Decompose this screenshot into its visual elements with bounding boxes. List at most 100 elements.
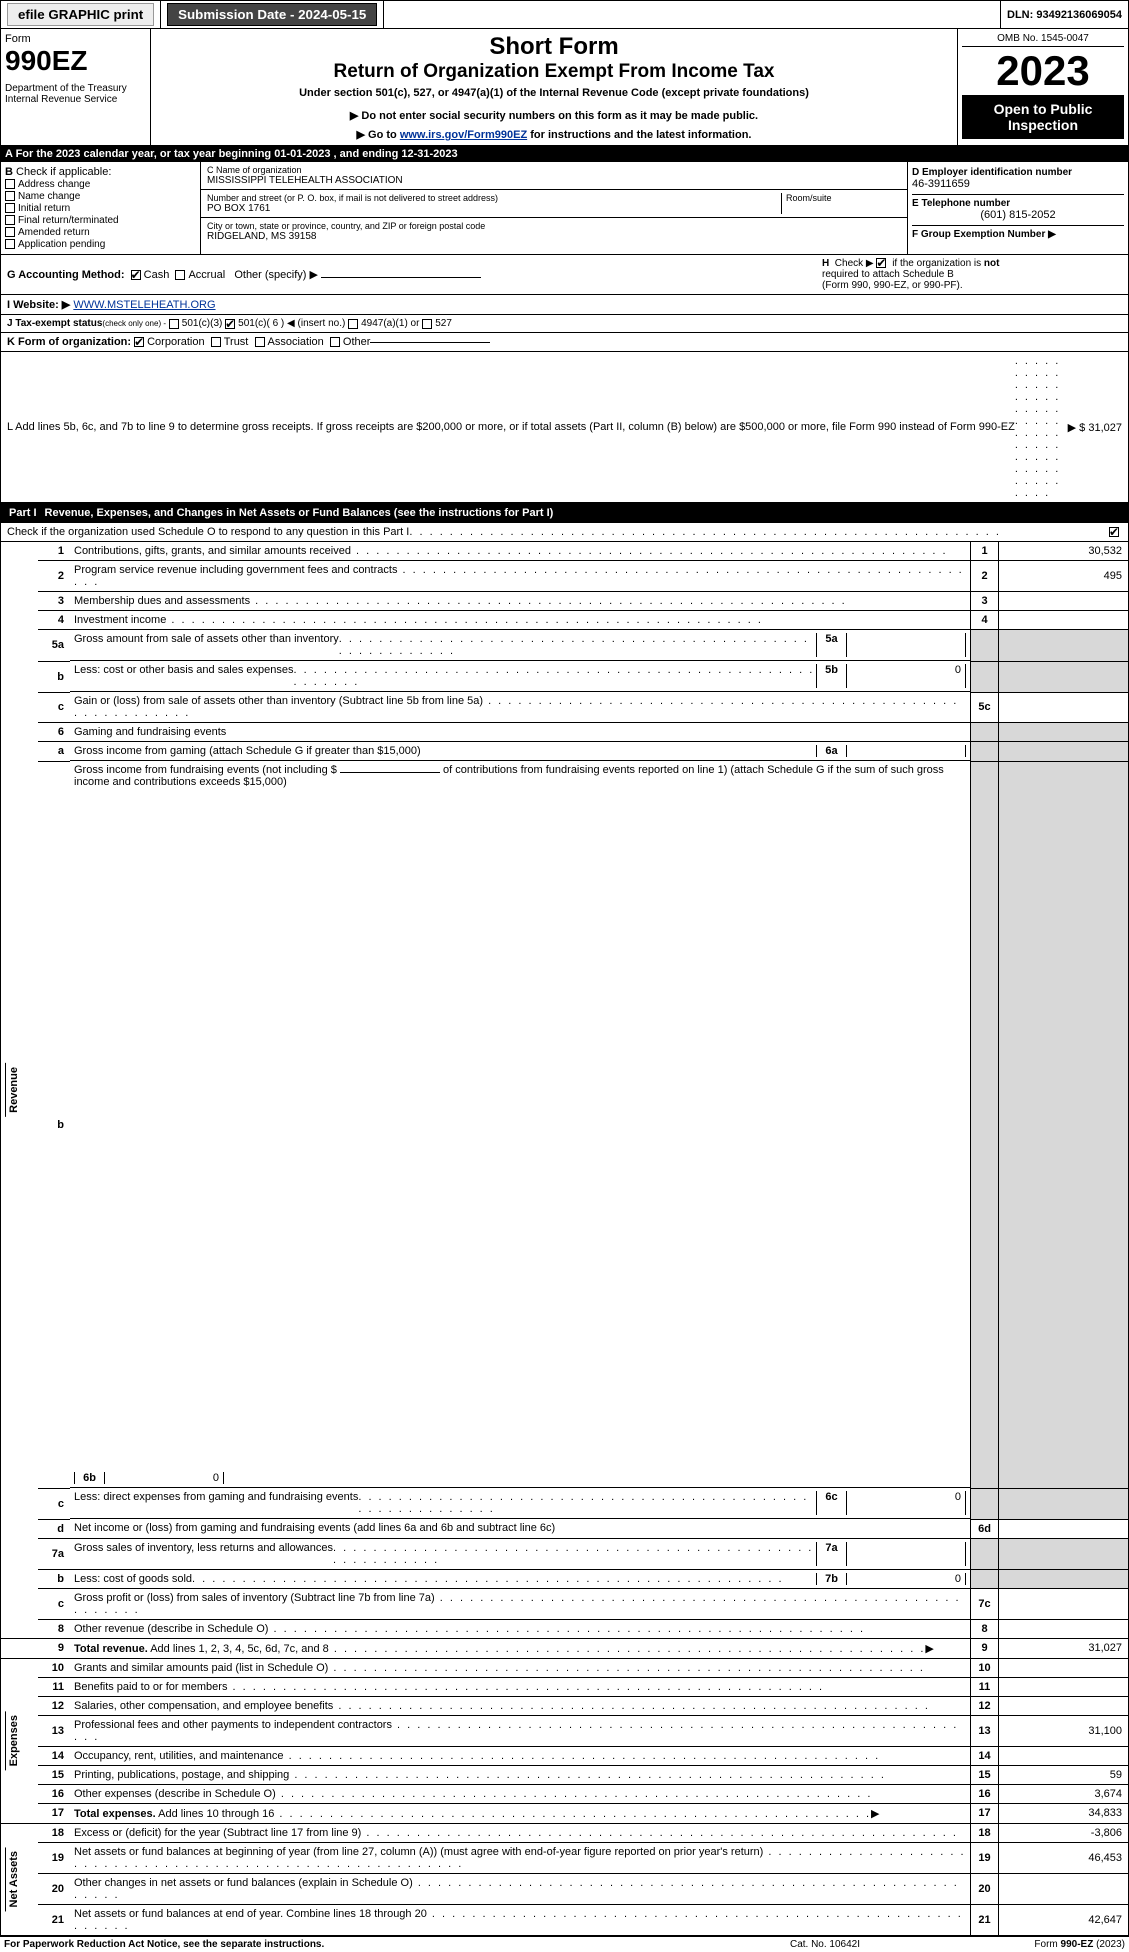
line-6a-inner-label: 6a xyxy=(816,745,846,757)
line-21-num: 21 xyxy=(38,1904,70,1935)
line-10-num: 10 xyxy=(38,1658,70,1677)
line-14-num: 14 xyxy=(38,1746,70,1765)
line-6d-label: 6d xyxy=(971,1519,999,1538)
line-13-value: 31,100 xyxy=(999,1715,1129,1746)
line-6d-value xyxy=(999,1519,1129,1538)
submission-date-button[interactable]: Submission Date - 2024-05-15 xyxy=(167,3,377,26)
accrual-label: Accrual xyxy=(188,269,225,281)
l-text: L Add lines 5b, 6c, and 7b to line 9 to … xyxy=(7,421,1015,433)
j-4947: 4947(a)(1) or xyxy=(361,318,419,329)
line-20-label: 20 xyxy=(971,1873,999,1904)
row-k: K Form of organization: Corporation Trus… xyxy=(0,333,1129,352)
line-3-text: Membership dues and assessments xyxy=(74,595,250,607)
line-17-text: Add lines 10 through 16 xyxy=(156,1808,275,1820)
line-8-text: Other revenue (describe in Schedule O) xyxy=(74,1623,268,1635)
line-16-value: 3,674 xyxy=(999,1784,1129,1803)
line-19-value: 46,453 xyxy=(999,1842,1129,1873)
chk-name-change[interactable] xyxy=(5,191,15,201)
chk-initial-return[interactable] xyxy=(5,203,15,213)
chk-application-pending[interactable] xyxy=(5,239,15,249)
website-link[interactable]: WWW.MSTELEHEATH.ORG xyxy=(73,299,215,311)
line-11-text: Benefits paid to or for members xyxy=(74,1681,227,1693)
city-label: City or town, state or province, country… xyxy=(207,221,901,231)
tax-year: 2023 xyxy=(962,47,1124,95)
footer-form-year: (2023) xyxy=(1096,1939,1125,1950)
line-18-value: -3,806 xyxy=(999,1823,1129,1842)
line-17-value: 34,833 xyxy=(999,1803,1129,1823)
chk-schedule-o[interactable] xyxy=(1109,527,1119,537)
goto-suffix: for instructions and the latest informat… xyxy=(530,129,751,141)
expenses-section-label: Expenses xyxy=(5,1711,22,1770)
under-section: Under section 501(c), 527, or 4947(a)(1)… xyxy=(155,87,953,99)
other-specify-label: Other (specify) ▶ xyxy=(234,269,318,281)
revenue-section-label: Revenue xyxy=(5,1063,22,1117)
line-1-text: Contributions, gifts, grants, and simila… xyxy=(74,545,351,557)
line-11-num: 11 xyxy=(38,1677,70,1696)
h-text3: required to attach Schedule B xyxy=(822,269,954,280)
chk-amended-return[interactable] xyxy=(5,227,15,237)
line-11-value xyxy=(999,1677,1129,1696)
form-header: Form 990EZ Department of the Treasury In… xyxy=(0,29,1129,146)
line-17-arrow: ▶ xyxy=(871,1808,879,1820)
line-18-label: 18 xyxy=(971,1823,999,1842)
j-527: 527 xyxy=(435,318,452,329)
efile-print-button[interactable]: efile GRAPHIC print xyxy=(7,3,154,26)
initial-return-label: Initial return xyxy=(18,203,70,214)
line-6c-inner-value: 0 xyxy=(846,1491,966,1515)
chk-cash[interactable] xyxy=(131,270,141,280)
part-i-check-row: Check if the organization used Schedule … xyxy=(0,523,1129,542)
line-6a-text: Gross income from gaming (attach Schedul… xyxy=(74,745,421,757)
line-5c-num: c xyxy=(38,692,70,723)
line-9-num: 9 xyxy=(38,1638,70,1658)
line-9-text-bold: Total revenue. xyxy=(74,1643,148,1655)
d-label: D Employer identification number xyxy=(912,167,1072,178)
line-17-label: 17 xyxy=(971,1803,999,1823)
line-7c-label: 7c xyxy=(971,1589,999,1620)
goto-prefix: ▶ Go to xyxy=(357,129,400,141)
dln-label: DLN: 93492136069054 xyxy=(1001,1,1128,28)
j-501c3: 501(c)(3) xyxy=(182,318,223,329)
line-8-num: 8 xyxy=(38,1619,70,1638)
chk-trust[interactable] xyxy=(211,337,221,347)
chk-501c[interactable] xyxy=(225,319,235,329)
f-label: F Group Exemption Number ▶ xyxy=(912,229,1056,240)
chk-4947[interactable] xyxy=(348,319,358,329)
line-6b-inner-value: 0 xyxy=(104,1472,224,1484)
line-6c-num: c xyxy=(38,1488,70,1519)
line-5b-inner-value: 0 xyxy=(846,664,966,688)
line-15-value: 59 xyxy=(999,1765,1129,1784)
application-pending-label: Application pending xyxy=(18,239,105,250)
line-6-num: 6 xyxy=(38,723,70,742)
line-7b-text: Less: cost of goods sold xyxy=(74,1573,192,1585)
line-9-value: 31,027 xyxy=(999,1638,1129,1658)
chk-address-change[interactable] xyxy=(5,179,15,189)
chk-corporation[interactable] xyxy=(134,337,144,347)
line-19-num: 19 xyxy=(38,1842,70,1873)
k-assoc: Association xyxy=(268,336,324,348)
street-value: PO BOX 1761 xyxy=(207,203,781,214)
chk-501c3[interactable] xyxy=(169,319,179,329)
line-17-text-bold: Total expenses. xyxy=(74,1808,156,1820)
line-2-value: 495 xyxy=(999,561,1129,592)
part-i-sub: (see the instructions for Part I) xyxy=(391,507,554,519)
line-6a-num: a xyxy=(38,742,70,762)
line-19-text: Net assets or fund balances at beginning… xyxy=(74,1846,763,1858)
cash-label: Cash xyxy=(144,269,170,281)
chk-accrual[interactable] xyxy=(175,270,185,280)
line-6d-text: Net income or (loss) from gaming and fun… xyxy=(74,1522,555,1534)
chk-527[interactable] xyxy=(422,319,432,329)
irs-link[interactable]: www.irs.gov/Form990EZ xyxy=(400,129,527,141)
k-trust: Trust xyxy=(224,336,249,348)
line-6b-num: b xyxy=(38,761,70,1488)
omb-number: OMB No. 1545-0047 xyxy=(962,33,1124,47)
line-8-value xyxy=(999,1619,1129,1638)
info-block: B Check if applicable: Address change Na… xyxy=(0,162,1129,255)
chk-final-return[interactable] xyxy=(5,215,15,225)
open-to-public: Open to Public Inspection xyxy=(962,95,1124,139)
b-label: B xyxy=(5,166,13,178)
chk-schedule-b-not-required[interactable] xyxy=(876,258,886,268)
chk-other-org[interactable] xyxy=(330,337,340,347)
line-12-text: Salaries, other compensation, and employ… xyxy=(74,1700,333,1712)
row-g-h: G Accounting Method: Cash Accrual Other … xyxy=(0,255,1129,294)
chk-association[interactable] xyxy=(255,337,265,347)
